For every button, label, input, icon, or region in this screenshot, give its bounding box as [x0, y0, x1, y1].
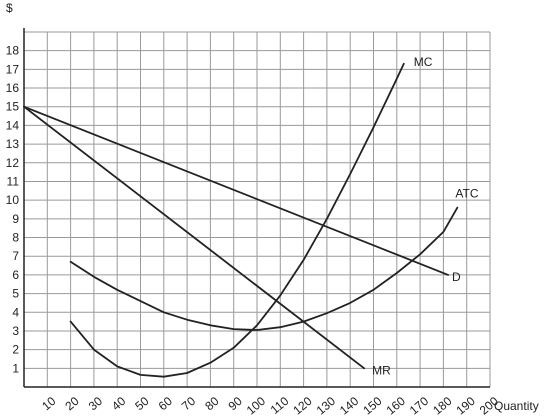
y-tick-label: 3 — [12, 324, 19, 338]
x-tick-label: 70 — [179, 394, 198, 414]
y-tick-label: 8 — [12, 231, 19, 245]
y-tick-label: 7 — [12, 249, 19, 263]
x-tick-label: 110 — [268, 394, 292, 417]
series-atc-line — [69, 206, 459, 331]
series-mc-line — [69, 62, 405, 378]
series-mr-label: MR — [372, 363, 391, 377]
y-tick-label: 13 — [6, 137, 20, 151]
x-tick-label: 40 — [109, 394, 128, 414]
x-axis-label: Quantity — [494, 399, 539, 413]
series-mr-line — [23, 105, 366, 370]
x-tick-label: 120 — [290, 394, 315, 418]
y-tick-label: 16 — [6, 81, 20, 95]
x-tick-label: 30 — [86, 394, 105, 414]
x-tick-label: 50 — [132, 394, 151, 414]
x-tick-label: 10 — [39, 394, 58, 414]
x-tick-label: 90 — [226, 394, 245, 414]
y-tick-label: 11 — [7, 174, 20, 188]
x-tick-label: 20 — [62, 394, 81, 414]
y-tick-label: 4 — [12, 305, 19, 319]
y-tick-label: 18 — [6, 44, 20, 58]
x-tick-label: 180 — [430, 394, 455, 418]
x-tick-label: 190 — [453, 394, 478, 418]
y-tick-label: 6 — [12, 268, 19, 282]
series-atc-label: ATC — [455, 187, 478, 201]
y-tick-label: 2 — [12, 343, 19, 357]
y-tick-label: 17 — [6, 62, 20, 76]
y-tick-label: 14 — [6, 118, 20, 132]
y-tick-label: 12 — [6, 156, 20, 170]
x-tick-label: 170 — [407, 394, 432, 418]
x-tick-label: 60 — [156, 394, 175, 414]
series-d-line — [23, 105, 449, 276]
y-axis-label: $ — [6, 1, 13, 15]
x-tick-label: 150 — [360, 394, 385, 418]
y-tick-label: 15 — [6, 100, 20, 114]
series-d-label: D — [452, 270, 461, 284]
x-tick-label: 130 — [314, 394, 339, 418]
y-tick-label: 10 — [6, 193, 20, 207]
y-tick-label: 9 — [12, 212, 19, 226]
x-tick-label: 80 — [202, 394, 221, 414]
x-tick-label: 140 — [337, 394, 362, 418]
x-tick-label: 100 — [244, 394, 269, 418]
y-tick-label: 1 — [12, 361, 19, 375]
y-tick-label: 5 — [12, 287, 19, 301]
series-mc-label: MC — [414, 55, 433, 69]
x-tick-label: 160 — [384, 394, 409, 418]
